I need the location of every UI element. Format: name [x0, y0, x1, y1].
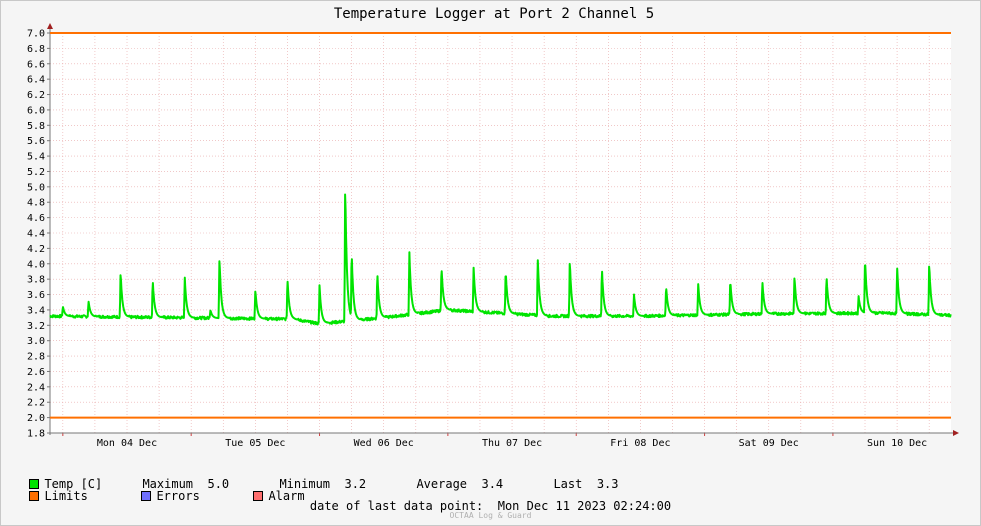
stat-maximum-value: 5.0	[207, 477, 230, 491]
y-tick-label: 6.8	[27, 44, 45, 55]
y-tick-label: 1.8	[27, 429, 45, 440]
y-tick-label: 4.2	[27, 244, 45, 255]
series-layer	[49, 193, 952, 326]
x-day-label: Sun 10 Dec	[867, 438, 927, 449]
limit-layer	[50, 32, 951, 419]
y-tick-label: 6.6	[27, 59, 45, 70]
legend-swatch-temp	[29, 478, 40, 489]
chart-title: Temperature Logger at Port 2 Channel 5	[334, 6, 654, 22]
y-tick-label: 5.4	[27, 152, 45, 163]
stat-maximum: Maximum 5.0	[128, 463, 229, 491]
stat-last: Last 3.3	[539, 463, 619, 491]
y-tick-label: 2.2	[27, 398, 45, 409]
x-day-label: Wed 06 Dec	[354, 438, 414, 449]
y-tick-label: 2.0	[27, 413, 45, 424]
x-day-label: Sat 09 Dec	[739, 438, 799, 449]
y-tick-label: 6.0	[27, 105, 45, 116]
stat-minimum-label: Minimum	[279, 477, 331, 491]
stat-average-label: Average	[416, 477, 468, 491]
x-day-label: Fri 08 Dec	[610, 438, 670, 449]
y-tick-label: 4.0	[27, 259, 45, 270]
y-tick-label: 6.4	[27, 75, 45, 86]
legend-swatch-alarm	[253, 490, 264, 501]
y-tick-label: 5.6	[27, 136, 45, 147]
stat-last-value: 3.3	[596, 477, 619, 491]
stat-last-label: Last	[553, 477, 583, 491]
x-day-label: Thu 07 Dec	[482, 438, 542, 449]
x-day-label: Mon 04 Dec	[97, 438, 157, 449]
legend-row-series: Temp [C]	[15, 463, 102, 491]
y-tick-label: 5.8	[27, 121, 45, 132]
legend-label-temp: Temp [C]	[44, 477, 103, 491]
last-data-point-footer: date of last data point: Mon Dec 11 2023…	[309, 499, 672, 513]
y-tick-label: 2.6	[27, 367, 45, 378]
stat-maximum-label: Maximum	[142, 477, 194, 491]
y-tick-label: 3.4	[27, 305, 45, 316]
y-tick-label: 4.6	[27, 213, 45, 224]
y-tick-label: 7.0	[27, 29, 45, 40]
legend-label-alarm: Alarm	[268, 489, 305, 503]
y-tick-label: 3.2	[27, 321, 45, 332]
legend-label-limits: Limits	[44, 489, 88, 503]
y-tick-label: 4.4	[27, 229, 45, 240]
temp-series-line	[49, 193, 952, 326]
y-tick-label: 5.2	[27, 167, 45, 178]
x-day-label: Tue 05 Dec	[225, 438, 285, 449]
y-tick-label: 3.8	[27, 275, 45, 286]
y-tick-label: 3.6	[27, 290, 45, 301]
legend-label-errors: Errors	[156, 489, 200, 503]
stat-average-value: 3.4	[481, 477, 504, 491]
y-axis-arrow	[47, 23, 53, 29]
y-tick-label: 4.8	[27, 198, 45, 209]
y-tick-label: 2.8	[27, 352, 45, 363]
legend-swatch-errors	[141, 490, 152, 501]
grid-layer	[50, 32, 951, 434]
y-tick-label: 3.0	[27, 336, 45, 347]
x-axis-arrow	[953, 430, 959, 436]
stat-average: Average 3.4	[402, 463, 503, 491]
y-tick-label: 2.4	[27, 382, 45, 393]
axis-layer	[47, 23, 959, 436]
y-tick-label: 6.2	[27, 90, 45, 101]
legend-swatch-limits	[29, 490, 40, 501]
legend-item-alarm: Alarm	[239, 475, 305, 503]
y-tick-label: 5.0	[27, 182, 45, 193]
stat-minimum: Minimum 3.2	[265, 463, 366, 491]
legend-item-errors: Errors	[127, 475, 200, 503]
legend-row-markers: Limits	[15, 475, 88, 503]
temperature-chart: 1.8 2.0 2.2 2.4 2.6 2.8 3.0 3.2 3.4 3.6 3.8 4.0 4.2 4…	[27, 6, 959, 450]
stat-minimum-value: 3.2	[344, 477, 367, 491]
software-credit: OCTAA Log & Guard	[449, 511, 532, 520]
label-layer: 1.8 2.0 2.2 2.4 2.6 2.8 3.0 3.2 3.4 3.6 3.8 4.0 4.2 4…	[27, 29, 927, 450]
